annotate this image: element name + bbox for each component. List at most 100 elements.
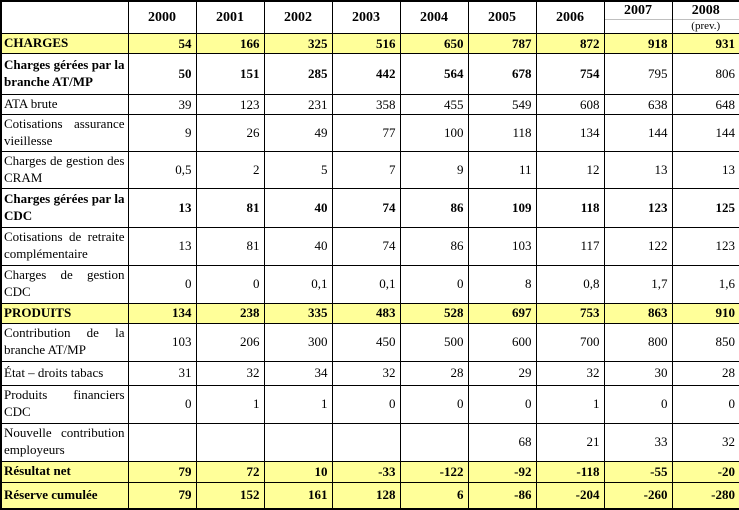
row-label: PRODUITS: [1, 303, 128, 323]
value-cell: 128: [332, 482, 400, 509]
value-cell: 0: [400, 385, 468, 423]
value-cell: 86: [400, 227, 468, 265]
value-cell: 638: [604, 95, 672, 115]
value-cell: 0: [672, 385, 739, 423]
year-header-2004: 2004: [400, 1, 468, 34]
value-cell: 33: [604, 423, 672, 461]
value-cell: 39: [128, 95, 196, 115]
value-cell: -204: [536, 482, 604, 509]
row-label: Produits financiers CDC: [1, 385, 128, 423]
value-cell: 79: [128, 482, 196, 509]
value-cell: 806: [672, 54, 739, 95]
value-cell: 754: [536, 54, 604, 95]
value-cell: 918: [604, 34, 672, 54]
value-cell: 161: [264, 482, 332, 509]
value-cell: [196, 423, 264, 461]
value-cell: 13: [604, 151, 672, 188]
value-cell: [264, 423, 332, 461]
value-cell: 6: [400, 482, 468, 509]
value-cell: 9: [128, 115, 196, 152]
value-cell: 800: [604, 323, 672, 361]
value-cell: 74: [332, 188, 400, 227]
value-cell: 34: [264, 361, 332, 385]
year-header-2008: 2008(prev.): [672, 1, 739, 34]
value-cell: 13: [128, 188, 196, 227]
value-cell: 72: [196, 461, 264, 482]
value-cell: 109: [468, 188, 536, 227]
value-cell: 123: [604, 188, 672, 227]
value-cell: 0: [128, 385, 196, 423]
value-cell: 166: [196, 34, 264, 54]
value-cell: 0: [332, 385, 400, 423]
year-header-2000: 2000: [128, 1, 196, 34]
value-cell: 77: [332, 115, 400, 152]
value-cell: 54: [128, 34, 196, 54]
value-cell: 700: [536, 323, 604, 361]
year-subnote: [605, 20, 672, 33]
corner-cell: [1, 1, 128, 34]
value-cell: 29: [468, 361, 536, 385]
value-cell: 103: [468, 227, 536, 265]
value-cell: 206: [196, 323, 264, 361]
value-cell: 0: [400, 265, 468, 303]
row-label: Contribution de la branche AT/MP: [1, 323, 128, 361]
row-label: Réserve cumulée: [1, 482, 128, 509]
value-cell: 134: [128, 303, 196, 323]
row-label: Cotisations de retraite complémentaire: [1, 227, 128, 265]
value-cell: 68: [468, 423, 536, 461]
value-cell: 600: [468, 323, 536, 361]
value-cell: 32: [196, 361, 264, 385]
row-label: Résultat net: [1, 461, 128, 482]
value-cell: 1: [536, 385, 604, 423]
value-cell: 0: [128, 265, 196, 303]
value-cell: 74: [332, 227, 400, 265]
value-cell: 863: [604, 303, 672, 323]
row-label: Cotisations assurance vieillesse: [1, 115, 128, 152]
value-cell: 850: [672, 323, 739, 361]
value-cell: 152: [196, 482, 264, 509]
value-cell: 0: [196, 265, 264, 303]
value-cell: 123: [196, 95, 264, 115]
value-cell: 8: [468, 265, 536, 303]
value-cell: 100: [400, 115, 468, 152]
row-label: CHARGES: [1, 34, 128, 54]
value-cell: 134: [536, 115, 604, 152]
value-cell: 325: [264, 34, 332, 54]
value-cell: 12: [536, 151, 604, 188]
value-cell: 13: [672, 151, 739, 188]
value-cell: 300: [264, 323, 332, 361]
value-cell: 10: [264, 461, 332, 482]
row-label: État – droits tabacs: [1, 361, 128, 385]
value-cell: 122: [604, 227, 672, 265]
value-cell: 516: [332, 34, 400, 54]
value-cell: 28: [672, 361, 739, 385]
value-cell: 123: [672, 227, 739, 265]
value-cell: 81: [196, 227, 264, 265]
row-label: Charges de gestion des CRAM: [1, 151, 128, 188]
row-label: Charges gérées par la CDC: [1, 188, 128, 227]
value-cell: 144: [672, 115, 739, 152]
value-cell: 49: [264, 115, 332, 152]
value-cell: 151: [196, 54, 264, 95]
value-cell: 144: [604, 115, 672, 152]
value-cell: -20: [672, 461, 739, 482]
value-cell: 1: [196, 385, 264, 423]
value-cell: 79: [128, 461, 196, 482]
row-label: Charges de gestion CDC: [1, 265, 128, 303]
year-subnote: (prev.): [673, 20, 739, 33]
value-cell: 483: [332, 303, 400, 323]
year-label: 2007: [605, 2, 672, 20]
value-cell: 13: [128, 227, 196, 265]
year-label: 2008: [673, 2, 739, 20]
year-header-2003: 2003: [332, 1, 400, 34]
